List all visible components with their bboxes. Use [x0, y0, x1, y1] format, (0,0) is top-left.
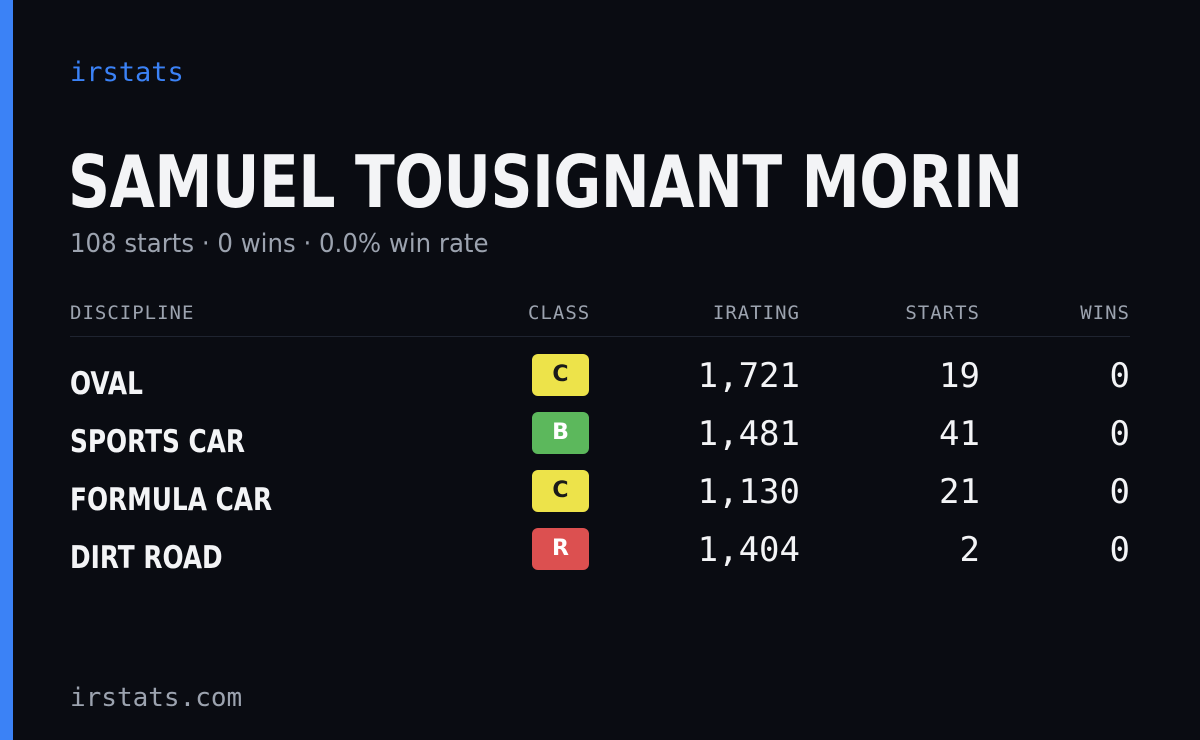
discipline-name: FORMULA CAR [70, 482, 273, 518]
driver-name: SAMUEL TOUSIGNANT MORIN [68, 140, 1023, 224]
starts-value: 41 [939, 414, 980, 454]
irating-value: 1,404 [697, 530, 800, 570]
class-badge: C [532, 354, 589, 396]
discipline-name: OVAL [70, 366, 143, 402]
table-row: OVAL C 1,721 19 0 [70, 354, 1130, 412]
irating-value: 1,721 [697, 356, 800, 396]
starts-value: 19 [939, 356, 980, 396]
irating-value: 1,481 [697, 414, 800, 454]
brand-logo: irstats [70, 57, 184, 88]
class-badge: B [532, 412, 589, 454]
starts-value: 21 [939, 472, 980, 512]
header-irating: IRATING [712, 302, 800, 324]
header-wins: WINS [1080, 302, 1130, 324]
wins-value: 0 [1109, 356, 1130, 396]
header-discipline: DISCIPLINE [70, 302, 195, 324]
stats-table: DISCIPLINE CLASS IRATING STARTS WINS OVA… [70, 296, 1130, 576]
irating-value: 1,130 [697, 472, 800, 512]
wins-value: 0 [1109, 472, 1130, 512]
class-badge: R [532, 528, 589, 570]
class-badge: C [532, 470, 589, 512]
table-body: OVAL C 1,721 19 0 SPORTS CAR B 1,481 41 … [70, 354, 1130, 586]
wins-value: 0 [1109, 530, 1130, 570]
driver-summary: 108 starts · 0 wins · 0.0% win rate [70, 229, 489, 259]
table-row: SPORTS CAR B 1,481 41 0 [70, 412, 1130, 470]
accent-bar [0, 0, 13, 740]
header-class: CLASS [528, 302, 591, 324]
table-header: DISCIPLINE CLASS IRATING STARTS WINS [70, 296, 1130, 337]
footer-url[interactable]: irstats.com [70, 683, 243, 713]
starts-value: 2 [959, 530, 980, 570]
table-row: FORMULA CAR C 1,130 21 0 [70, 470, 1130, 528]
table-row: DIRT ROAD R 1,404 2 0 [70, 528, 1130, 586]
header-starts: STARTS [905, 302, 980, 324]
discipline-name: SPORTS CAR [70, 424, 246, 460]
discipline-name: DIRT ROAD [70, 540, 223, 576]
wins-value: 0 [1109, 414, 1130, 454]
